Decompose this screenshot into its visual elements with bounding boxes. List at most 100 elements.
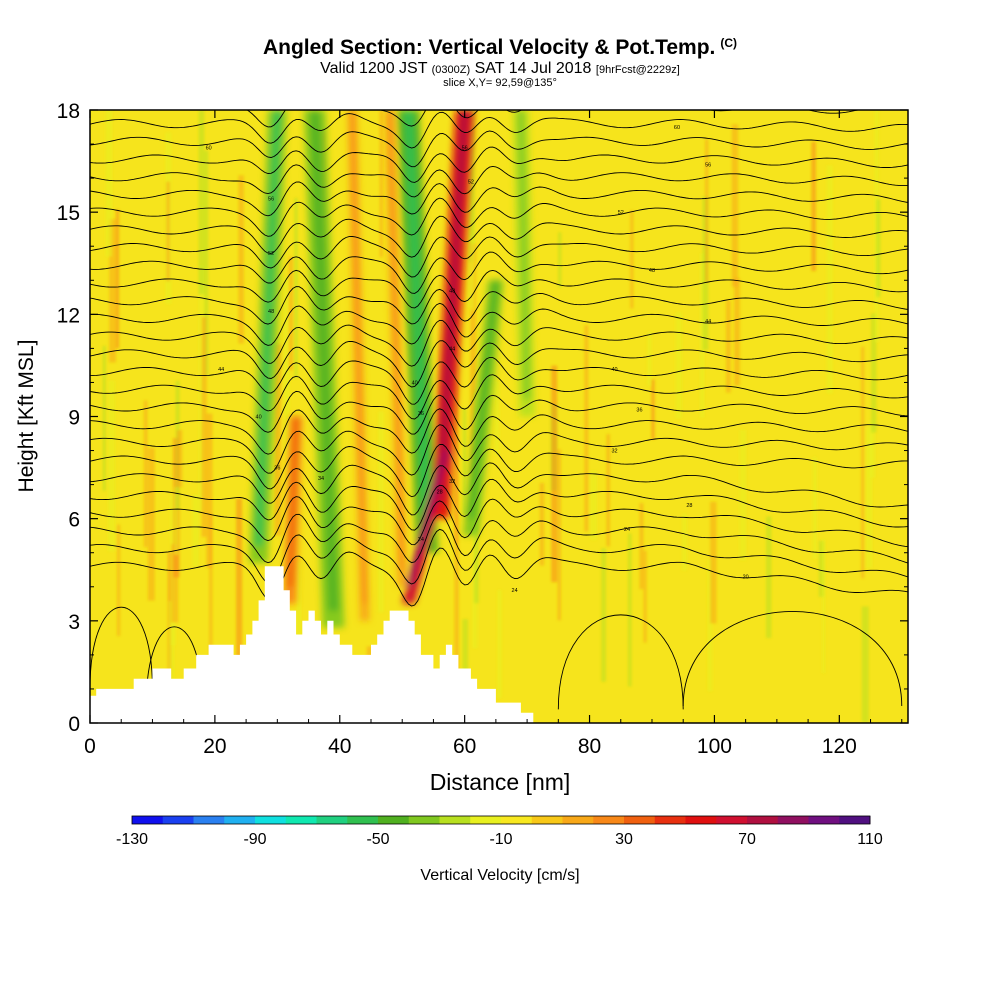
colorbar-swatch bbox=[193, 816, 225, 824]
isotherm-label: 60 bbox=[206, 145, 212, 151]
field-streak bbox=[470, 237, 475, 311]
isotherm-line bbox=[90, 181, 908, 217]
field-streak bbox=[606, 434, 610, 547]
field-streak bbox=[766, 516, 772, 638]
isotherm-line bbox=[90, 340, 908, 388]
isotherm-label: 52 bbox=[618, 210, 624, 216]
colorbar-swatch bbox=[470, 816, 502, 824]
field-streak bbox=[236, 498, 243, 722]
isotherm-line bbox=[90, 547, 908, 607]
x-tick-label: 20 bbox=[203, 735, 226, 758]
field-streak bbox=[206, 413, 213, 568]
isotherm-label: 24 bbox=[512, 588, 518, 594]
field-streak bbox=[876, 199, 881, 298]
field-streak bbox=[497, 589, 502, 699]
subtitle-zulu: (0300Z) bbox=[431, 64, 471, 76]
colorbar-swatch bbox=[562, 816, 594, 824]
field-streak bbox=[204, 150, 209, 376]
field-streak bbox=[173, 487, 179, 555]
x-tick-label: 0 bbox=[84, 735, 96, 758]
isotherm-line bbox=[90, 408, 908, 455]
field-streak bbox=[296, 562, 302, 644]
field-streak bbox=[105, 110, 113, 257]
colorbar-tick-label: -130 bbox=[116, 831, 148, 848]
field-streak bbox=[201, 317, 207, 537]
field-streak bbox=[238, 175, 244, 344]
isotherm-line bbox=[90, 269, 908, 309]
colorbar: -130 -90 -50 -10 30 70 110 bbox=[116, 815, 883, 848]
isotherm-label: 36 bbox=[636, 408, 642, 414]
isotherm-line bbox=[90, 513, 908, 564]
field-streak bbox=[115, 209, 120, 349]
field-streak bbox=[379, 110, 383, 258]
isotherm-label: 52 bbox=[268, 251, 274, 257]
isotherm-label: 44 bbox=[705, 319, 711, 325]
isotherm-label: 32 bbox=[449, 479, 455, 485]
field-streak bbox=[209, 513, 213, 717]
isotherm-line bbox=[90, 236, 908, 278]
isotherm-line bbox=[90, 286, 908, 325]
isotherm-line bbox=[90, 130, 908, 168]
field-streak bbox=[288, 256, 294, 371]
isotherm-label: 24 bbox=[418, 537, 424, 543]
field-streak bbox=[826, 165, 833, 394]
x-tick-label: 60 bbox=[453, 735, 476, 758]
field-streak bbox=[675, 312, 683, 419]
terrain-mask bbox=[90, 566, 534, 723]
field-streak bbox=[283, 277, 289, 454]
isotherm-label: 56 bbox=[268, 197, 274, 203]
field-streak bbox=[468, 110, 475, 262]
colorbar-swatch bbox=[255, 816, 287, 824]
y-tick-label: 3 bbox=[68, 611, 80, 634]
field-streak bbox=[861, 346, 865, 579]
isotherm-line bbox=[90, 197, 908, 237]
field-streak bbox=[705, 139, 709, 283]
y-tick-label: 0 bbox=[68, 713, 80, 736]
colorbar-swatch bbox=[716, 816, 748, 824]
isotherm-line bbox=[90, 462, 908, 516]
y-tick-label: 12 bbox=[57, 304, 80, 327]
isotherm-label: 48 bbox=[268, 309, 274, 315]
colorbar-swatch bbox=[624, 816, 656, 824]
x-tick-label: 100 bbox=[697, 735, 732, 758]
velocity-field: 60 56 52 48 44 40 36 34 56 52 48 44 40 36 32 28 24 24 60 56… bbox=[90, 110, 908, 723]
field-streak bbox=[198, 110, 205, 295]
isotherm-label: 56 bbox=[462, 145, 468, 151]
colorbar-swatch bbox=[316, 816, 348, 824]
subtitle-valid: Valid 1200 JST bbox=[320, 60, 428, 77]
x-axis-label: Distance [nm] bbox=[430, 769, 571, 795]
isotherm-line bbox=[90, 251, 908, 294]
wave-band-core bbox=[254, 110, 282, 546]
field-streak bbox=[557, 449, 561, 621]
y-tick-label: 6 bbox=[68, 509, 80, 532]
colorbar-swatch bbox=[378, 816, 410, 824]
colorbar-swatch bbox=[132, 816, 164, 824]
colorbar-swatch bbox=[285, 816, 317, 824]
colorbar-swatch bbox=[685, 816, 717, 824]
colorbar-tick-label: 30 bbox=[615, 831, 633, 848]
field-streak bbox=[865, 427, 873, 569]
isotherm-line bbox=[90, 111, 908, 149]
chart-subtitle: Valid 1200 JST (0300Z) SAT 14 Jul 2018 [… bbox=[0, 60, 1000, 78]
colorbar-swatch bbox=[501, 816, 533, 824]
colorbar-tick-label: -90 bbox=[243, 831, 266, 848]
field-streak bbox=[168, 601, 175, 691]
colorbar-swatch bbox=[654, 816, 686, 824]
slice-label: slice X,Y= 92,59@135° bbox=[443, 77, 557, 89]
x-tick-label: 120 bbox=[822, 735, 857, 758]
y-tick-label: 9 bbox=[68, 407, 80, 430]
colorbar-tick-label: 70 bbox=[738, 831, 756, 848]
title-unit: (C) bbox=[720, 36, 738, 50]
subtitle-date: SAT 14 Jul 2018 bbox=[474, 60, 592, 77]
field-streak bbox=[108, 380, 116, 552]
field-streak bbox=[811, 141, 816, 272]
y-tick-label: 18 bbox=[57, 100, 80, 123]
isotherm-label: 34 bbox=[318, 476, 324, 482]
low-level-contour bbox=[557, 614, 684, 710]
field-streak bbox=[639, 503, 644, 590]
wave-band-core bbox=[467, 280, 500, 519]
field-streak bbox=[551, 365, 558, 583]
isotherm-label: 48 bbox=[649, 268, 655, 274]
field-streak bbox=[171, 544, 179, 623]
field-streak bbox=[681, 513, 688, 571]
